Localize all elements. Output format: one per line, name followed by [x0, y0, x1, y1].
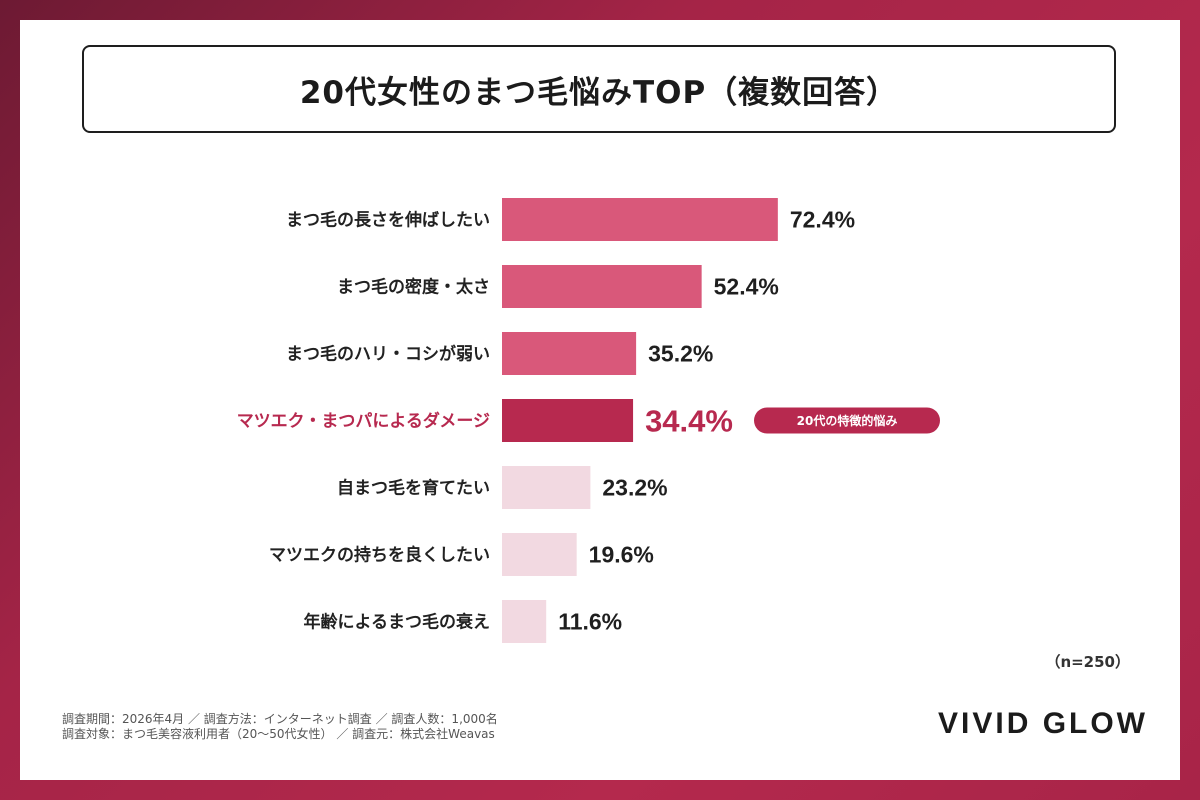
highlight-badge-label: 20代の特徴的悩み	[797, 413, 898, 428]
infographic-card: 20代女性のまつ毛悩みTOP（複数回答） まつ毛の長さを伸ばしたい 72.4% まつ…	[20, 20, 1180, 780]
survey-footnote: 調査期間：2026年4月 ／ 調査方法：インターネット調査 ／ 調査人数：1,0…	[62, 712, 498, 742]
sample-size-note: （n=250）	[1045, 653, 1130, 671]
bar	[502, 466, 591, 509]
category-label: マツエクの持ちを良くしたい	[269, 545, 490, 566]
bar	[502, 198, 778, 241]
category-label: まつ毛のハリ・コシが弱い	[286, 344, 490, 365]
value-label: 52.4%	[714, 274, 779, 300]
survey-footnote-line2: 調査対象：まつ毛美容液利用者（20〜50代女性） ／ 調査元：株式会社Weava…	[62, 727, 495, 741]
bar	[502, 533, 577, 576]
value-label: 35.2%	[648, 341, 713, 367]
category-label: マツエク・まつパによるダメージ	[237, 411, 490, 432]
bar-chart: まつ毛の長さを伸ばしたい 72.4% まつ毛の密度・太さ 52.4% まつ毛のハリ・コシ…	[237, 198, 940, 643]
value-label: 19.6%	[589, 542, 654, 568]
category-label: 自まつ毛を育てたい	[337, 478, 490, 499]
bar	[502, 265, 702, 308]
value-label: 11.6%	[558, 609, 622, 635]
survey-footnote-line1: 調査期間：2026年4月 ／ 調査方法：インターネット調査 ／ 調査人数：1,0…	[62, 712, 498, 726]
category-label: 年齢によるまつ毛の衰え	[304, 612, 491, 633]
value-label: 23.2%	[602, 475, 667, 501]
chart-title: 20代女性のまつ毛悩みTOP（複数回答）	[299, 74, 899, 111]
brand-logo: VIVID GLOW	[938, 707, 1148, 740]
value-label: 34.4%	[645, 404, 733, 439]
category-label: まつ毛の長さを伸ばしたい	[286, 210, 490, 231]
value-label: 72.4%	[790, 207, 855, 233]
category-label: まつ毛の密度・太さ	[337, 277, 490, 298]
bar	[502, 399, 634, 442]
bar	[502, 332, 637, 375]
highlight-badge	[754, 407, 940, 434]
title-box: 20代女性のまつ毛悩みTOP（複数回答）	[82, 45, 1116, 133]
bar	[502, 600, 547, 643]
